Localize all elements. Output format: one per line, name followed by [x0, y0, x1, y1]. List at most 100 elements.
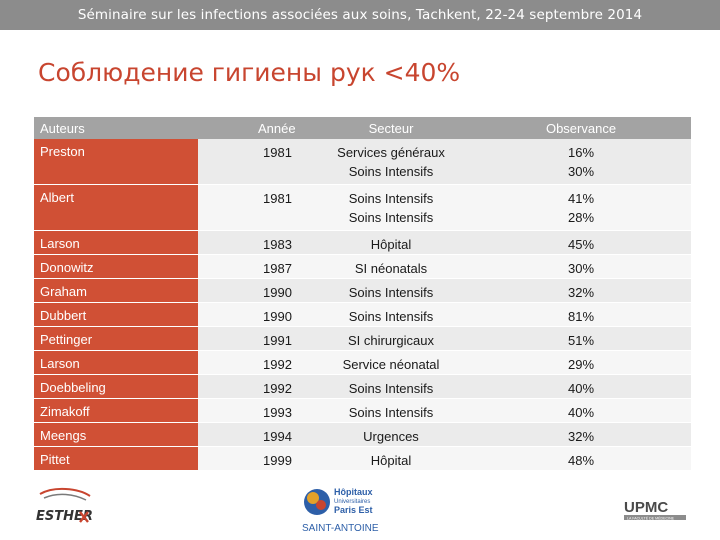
author-cell-text: Albert — [40, 190, 74, 205]
year-cell-text: 1990 — [263, 285, 292, 300]
author-cell-text: Dubbert — [40, 308, 87, 323]
slide-title: Соблюдение гигиены рук <40% — [38, 58, 461, 87]
sector-cell-text: Soins Intensifs — [348, 210, 434, 225]
author-cell: Larson — [34, 351, 198, 375]
partner-logos: ESTHER Hôpitaux Universitaires Paris Est… — [0, 478, 720, 540]
observance-cell: 51% — [471, 327, 691, 351]
year-cell-text: 1983 — [263, 237, 292, 252]
sector-cell-text: Services généraux — [337, 145, 445, 160]
esther-logo: ESTHER — [36, 488, 93, 524]
upmc-logo-subtext: LA FACULTÉ DE MÉDECINE — [627, 515, 675, 520]
author-cell-text: Pittet — [40, 452, 70, 467]
observance-cell: 40% — [471, 375, 691, 399]
author-cell-text: Larson — [40, 236, 80, 251]
saint-antoine-text: SAINT-ANTOINE — [302, 523, 379, 534]
year-cell: 1994 — [198, 423, 311, 447]
author-cell: Graham — [34, 279, 198, 303]
sector-cell-text: SI chirurgicaux — [348, 333, 434, 348]
year-cell-text: 1991 — [263, 333, 292, 348]
sector-cell-text: Service néonatal — [342, 357, 440, 372]
author-cell: Pettinger — [34, 327, 198, 351]
sector-cell-text: Soins Intensifs — [348, 164, 434, 179]
table-row: Pettinger 1991 SI chirurgicaux 51% — [34, 327, 691, 351]
year-cell: 1981 — [198, 185, 311, 231]
year-cell: 1983 — [198, 231, 311, 255]
author-cell: Meengs — [34, 423, 198, 447]
upmc-logo-text: UPMC — [624, 499, 668, 516]
observance-cell-text: 81% — [567, 309, 595, 324]
sector-cell-text: SI néonatals — [354, 261, 428, 276]
author-cell-text: Graham — [40, 284, 87, 299]
year-cell-text: 1981 — [263, 145, 292, 160]
table-row: Larson 1992 Service néonatal 29% — [34, 351, 691, 375]
observance-cell: 81% — [471, 303, 691, 327]
year-cell-text: 1981 — [263, 191, 292, 206]
author-cell: Larson — [34, 231, 198, 255]
year-cell-text: 1999 — [263, 453, 292, 468]
year-cell: 1992 — [198, 375, 311, 399]
observance-cell: 48% — [471, 447, 691, 471]
observance-cell-text: 16% — [567, 145, 595, 160]
column-header-observance: Observance — [545, 120, 617, 136]
esther-logo-text: ESTHER — [36, 509, 93, 524]
observance-cell-text: 29% — [567, 357, 595, 372]
table-body: Preston 1981 Services généraux Soins Intens… — [34, 139, 691, 471]
author-cell-text: Doebbeling — [40, 380, 106, 395]
year-cell-text: 1992 — [263, 381, 292, 396]
column-header-authors: Auteurs — [40, 120, 85, 136]
table-row: Dubbert 1990 Soins Intensifs 81% — [34, 303, 691, 327]
author-cell-text: Pettinger — [40, 332, 93, 347]
sector-cell: Soins Intensifs — [311, 375, 471, 399]
sector-cell: Service néonatal — [311, 351, 471, 375]
author-cell-text: Preston — [40, 144, 85, 159]
sector-cell-text: Soins Intensifs — [348, 381, 434, 396]
year-cell-text: 1994 — [263, 429, 292, 444]
observance-cell: 45% — [471, 231, 691, 255]
observance-cell-text: 40% — [567, 405, 595, 420]
table-row: Albert 1981 Soins Intensifs Soins Intensifs… — [34, 185, 691, 231]
year-cell: 1990 — [198, 279, 311, 303]
observance-cell-text: 45% — [567, 237, 595, 252]
universitaires-text: Universitaires — [334, 499, 370, 505]
author-cell: Preston — [34, 139, 198, 185]
year-cell-text: 1992 — [263, 357, 292, 372]
author-cell-text: Meengs — [40, 428, 87, 443]
sector-cell: Soins Intensifs Soins Intensifs — [311, 185, 471, 231]
year-cell: 1987 — [198, 255, 311, 279]
sector-cell-text: Soins Intensifs — [348, 285, 434, 300]
sector-cell: SI néonatals — [311, 255, 471, 279]
year-cell: 1991 — [198, 327, 311, 351]
observance-cell-text: 32% — [567, 429, 595, 444]
seminar-banner: Séminaire sur les infections associées a… — [0, 0, 720, 30]
observance-cell: 32% — [471, 423, 691, 447]
sector-cell: Soins Intensifs — [311, 303, 471, 327]
year-cell-text: 1987 — [263, 261, 292, 276]
year-cell: 1981 — [198, 139, 311, 185]
observance-cell: 16% 30% — [471, 139, 691, 185]
observance-cell: 29% — [471, 351, 691, 375]
table-row: Graham 1990 Soins Intensifs 32% — [34, 279, 691, 303]
seminar-banner-text: Séminaire sur les infections associées a… — [77, 7, 643, 23]
table-row: Preston 1981 Services généraux Soins Intens… — [34, 139, 691, 185]
table-row: Pittet 1999 Hôpital 48% — [34, 447, 691, 471]
column-header-year: Année — [258, 120, 296, 136]
observance-cell-text: 30% — [567, 261, 595, 276]
sector-cell: Hôpital — [311, 231, 471, 255]
table-row: Zimakoff 1993 Soins Intensifs 40% — [34, 399, 691, 423]
sector-cell: SI chirurgicaux — [311, 327, 471, 351]
sector-cell: Hôpital — [311, 447, 471, 471]
year-cell: 1990 — [198, 303, 311, 327]
hopitaux-text: Hôpitaux — [334, 487, 373, 497]
author-cell: Donowitz — [34, 255, 198, 279]
observance-cell-text: 48% — [567, 453, 595, 468]
observance-cell: 41% 28% — [471, 185, 691, 231]
author-cell: Albert — [34, 185, 198, 231]
author-cell: Zimakoff — [34, 399, 198, 423]
sector-cell: Services généraux Soins Intensifs — [311, 139, 471, 185]
sector-cell: Urgences — [311, 423, 471, 447]
author-cell: Doebbeling — [34, 375, 198, 399]
table-header-row: Auteurs Année Secteur Observance — [34, 117, 691, 139]
author-cell-text: Larson — [40, 356, 80, 371]
observance-cell-text: 51% — [567, 333, 595, 348]
year-cell: 1993 — [198, 399, 311, 423]
